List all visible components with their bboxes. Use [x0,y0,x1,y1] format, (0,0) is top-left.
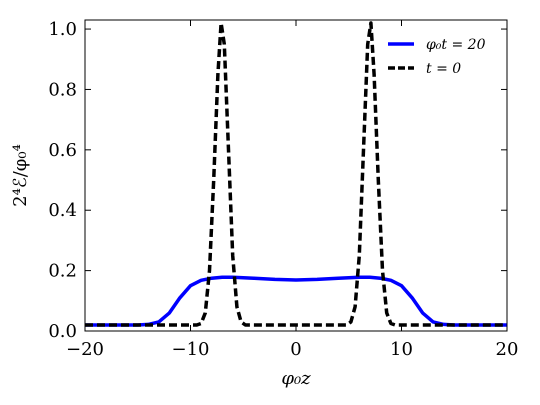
y-tick-label: 0.6 [48,140,77,161]
legend: φ₀t = 20 t = 0 [388,37,486,77]
y-tick-label: 0.8 [48,79,77,100]
x-tick-label: −20 [66,339,104,360]
y-tick-label: 0.2 [48,261,77,282]
axis-ticks: −20 −10 0 10 20 0.0 0.2 0.4 0.6 0.8 1.0 [48,19,518,360]
y-tick-label: 1.0 [48,19,77,40]
x-axis-label: φ₀z [281,368,311,389]
x-tick-label: 0 [290,339,301,360]
x-tick-label: 20 [496,339,519,360]
x-tick-label: 10 [390,339,413,360]
y-axis-label: 2⁴ℰ/φ₀⁴ [10,144,31,207]
series-line-0 [85,275,507,327]
y-tick-label: 0.4 [48,200,77,221]
y-tick-label: 0.0 [48,321,77,342]
legend-label-1: t = 0 [426,61,461,77]
x-tick-label: −10 [172,339,210,360]
legend-label-0: φ₀t = 20 [426,37,486,53]
